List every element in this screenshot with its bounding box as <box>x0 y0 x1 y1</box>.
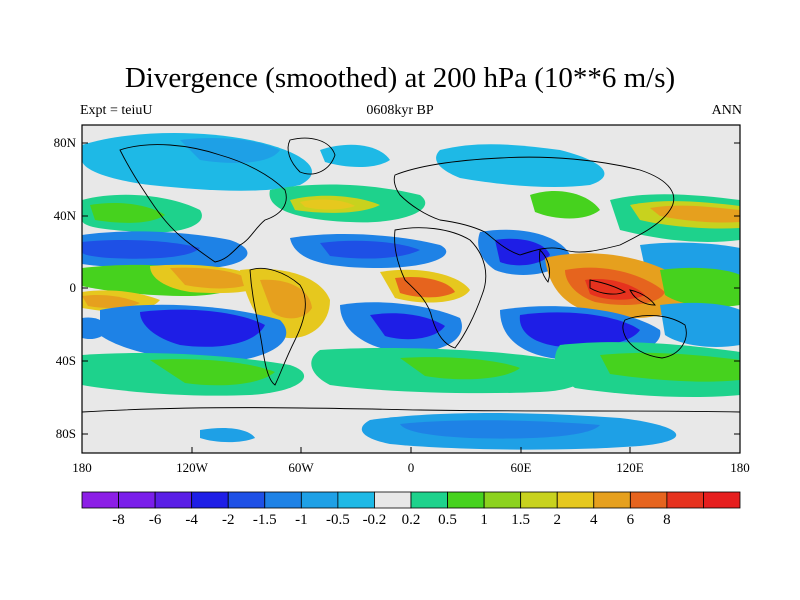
colorbar-tick-label: 0.5 <box>438 512 457 528</box>
lon-label-180w: 180 <box>72 460 92 475</box>
colorbar-swatch <box>556 491 595 509</box>
colorbar-tick-label: -0.5 <box>326 512 350 528</box>
lat-label-0: 0 <box>69 280 77 295</box>
colorbar-tick-label: -2 <box>221 512 235 528</box>
colorbar-swatch <box>593 491 631 509</box>
colorbar-swatch <box>154 491 193 509</box>
lon-label-120w: 120W <box>176 460 208 475</box>
colorbar-swatch <box>703 491 741 509</box>
colorbar-swatch <box>374 491 412 509</box>
colorbar-swatch <box>629 491 668 509</box>
colorbar-tick-label: -1.5 <box>252 512 277 528</box>
coastlines <box>82 137 740 413</box>
lat-label-80s: 80S <box>55 426 76 441</box>
colorbar-tick-label: 1.5 <box>511 512 531 528</box>
colorbar-swatch <box>666 491 704 509</box>
colorbar-tick-label: -4 <box>185 512 198 528</box>
colorbar-swatch <box>483 491 522 509</box>
lon-label-60e: 60E <box>510 460 532 475</box>
colorbar-swatch <box>300 491 339 509</box>
colorbar-tick-label: 4 <box>590 512 598 528</box>
colorbar-swatch <box>227 491 266 509</box>
colorbar-swatch <box>118 491 156 509</box>
map-field <box>82 125 740 453</box>
plot-title: Divergence (smoothed) at 200 hPa (10**6 … <box>124 62 676 94</box>
season-label: ANN <box>711 103 742 118</box>
colorbar-swatch <box>410 491 448 509</box>
colorbar-tick-label: -6 <box>148 512 162 528</box>
colorbar-tick-label: 6 <box>626 512 635 528</box>
experiment-label: Expt = teiuU <box>80 103 153 118</box>
colorbar-swatch <box>81 491 119 509</box>
colorbar-swatch <box>447 491 485 509</box>
lat-label-80n: 80N <box>53 135 76 150</box>
lat-label-40s: 40S <box>55 353 76 368</box>
colorbar-tick-label: -0.2 <box>362 512 387 528</box>
colorbar-tick-label: 8 <box>663 512 671 528</box>
lat-label-40n: 40N <box>53 208 76 223</box>
colorbar-swatch <box>264 491 302 509</box>
colorbar-tick-label: 0.2 <box>401 512 421 528</box>
lon-label-120e: 120E <box>616 460 644 475</box>
colorbar-tick-label: 2 <box>553 512 561 528</box>
colorbar-swatch <box>337 491 375 509</box>
colorbar <box>81 491 741 509</box>
lon-label-180e: 180 <box>730 460 750 475</box>
colorbar-swatch <box>191 491 229 509</box>
colorbar-tick-label: 1 <box>480 512 488 528</box>
time-label: 0608kyr BP <box>366 103 434 118</box>
axis-ticks <box>81 142 741 453</box>
colorbar-swatch <box>520 491 558 509</box>
lon-label-0: 0 <box>407 460 415 475</box>
lon-label-60w: 60W <box>288 460 314 475</box>
colorbar-tick-label: -8 <box>112 512 125 528</box>
colorbar-tick-label: -1 <box>295 512 308 528</box>
